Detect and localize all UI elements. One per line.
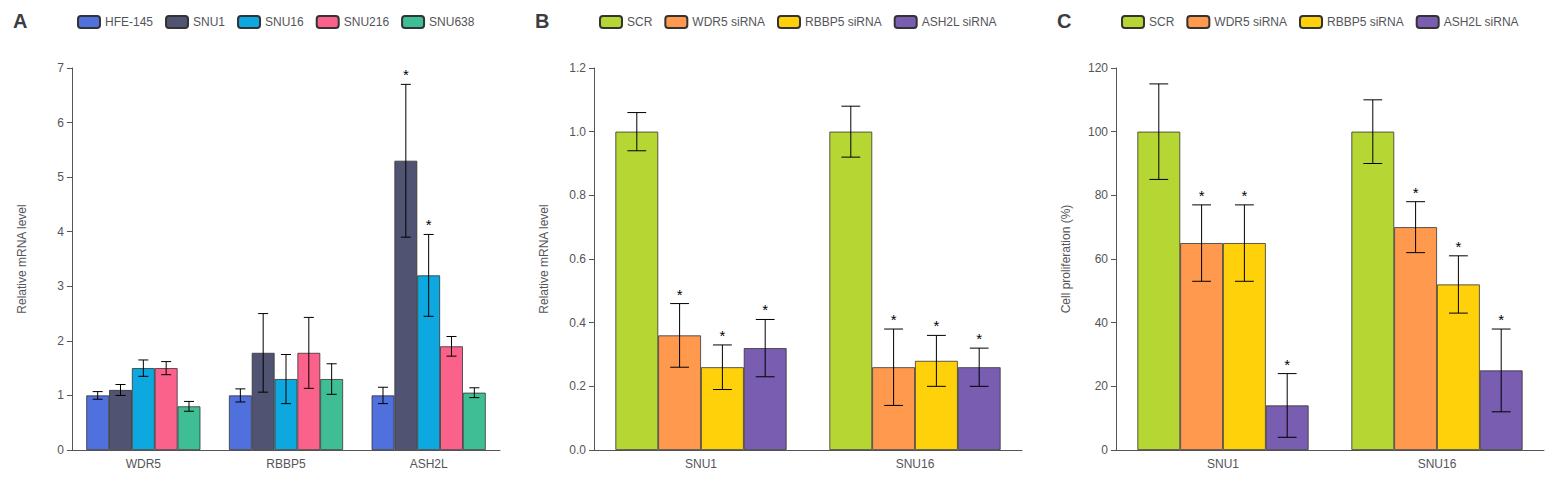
svg-text:2: 2	[57, 334, 64, 348]
svg-text:C: C	[1057, 10, 1071, 32]
svg-text:SCR: SCR	[627, 15, 653, 29]
svg-text:0.0: 0.0	[569, 443, 586, 457]
svg-text:SNU16: SNU16	[1418, 457, 1457, 471]
svg-text:ASH2L siRNA: ASH2L siRNA	[922, 15, 997, 29]
svg-text:1.2: 1.2	[569, 61, 586, 75]
svg-text:Relative mRNA level: Relative mRNA level	[15, 204, 29, 313]
svg-text:*: *	[933, 317, 939, 334]
svg-text:4: 4	[57, 225, 64, 239]
svg-text:0: 0	[1101, 443, 1108, 457]
svg-text:SCR: SCR	[1149, 15, 1175, 29]
svg-text:*: *	[1455, 238, 1461, 255]
svg-text:*: *	[677, 286, 683, 303]
svg-text:ASH2L: ASH2L	[410, 457, 448, 471]
svg-text:1: 1	[57, 388, 64, 402]
svg-text:SNU216: SNU216	[344, 15, 390, 29]
svg-text:HFE-145: HFE-145	[105, 15, 153, 29]
svg-text:120: 120	[1088, 61, 1108, 75]
svg-text:ASH2L siRNA: ASH2L siRNA	[1444, 15, 1519, 29]
svg-text:SNU1: SNU1	[685, 457, 717, 471]
svg-text:SNU1: SNU1	[1207, 457, 1239, 471]
svg-text:*: *	[1241, 187, 1247, 204]
svg-text:A: A	[13, 10, 27, 32]
svg-text:*: *	[1498, 311, 1504, 328]
svg-text:3: 3	[57, 279, 64, 293]
svg-text:80: 80	[1095, 188, 1109, 202]
svg-text:0.6: 0.6	[569, 252, 586, 266]
svg-text:0.4: 0.4	[569, 316, 586, 330]
svg-text:7: 7	[57, 61, 64, 75]
svg-text:*: *	[1199, 187, 1205, 204]
svg-text:WDR5: WDR5	[126, 457, 162, 471]
svg-text:60: 60	[1095, 252, 1109, 266]
svg-text:WDR5 siRNA: WDR5 siRNA	[1214, 15, 1287, 29]
svg-text:5: 5	[57, 170, 64, 184]
svg-text:1.0: 1.0	[569, 125, 586, 139]
svg-text:*: *	[403, 66, 409, 83]
svg-text:B: B	[535, 10, 549, 32]
svg-text:SNU16: SNU16	[265, 15, 304, 29]
svg-text:Relative mRNA level: Relative mRNA level	[537, 204, 551, 313]
svg-text:*: *	[1413, 184, 1419, 201]
svg-text:0.2: 0.2	[569, 379, 586, 393]
svg-text:0.8: 0.8	[569, 188, 586, 202]
svg-text:*: *	[719, 327, 725, 344]
svg-text:100: 100	[1088, 125, 1108, 139]
svg-text:0: 0	[57, 443, 64, 457]
svg-text:6: 6	[57, 116, 64, 130]
svg-text:40: 40	[1095, 316, 1109, 330]
svg-text:WDR5 siRNA: WDR5 siRNA	[692, 15, 765, 29]
svg-text:*: *	[426, 216, 432, 233]
svg-text:RBBP5 siRNA: RBBP5 siRNA	[805, 15, 882, 29]
svg-text:20: 20	[1095, 379, 1109, 393]
svg-text:*: *	[1284, 356, 1290, 373]
svg-text:Cell proliferation (%): Cell proliferation (%)	[1059, 205, 1073, 314]
svg-text:SNU16: SNU16	[896, 457, 935, 471]
svg-text:RBBP5: RBBP5	[266, 457, 306, 471]
svg-text:SNU638: SNU638	[429, 15, 475, 29]
svg-text:*: *	[762, 301, 768, 318]
svg-text:SNU1: SNU1	[193, 15, 225, 29]
svg-text:RBBP5 siRNA: RBBP5 siRNA	[1327, 15, 1404, 29]
svg-text:*: *	[976, 330, 982, 347]
svg-text:*: *	[891, 311, 897, 328]
